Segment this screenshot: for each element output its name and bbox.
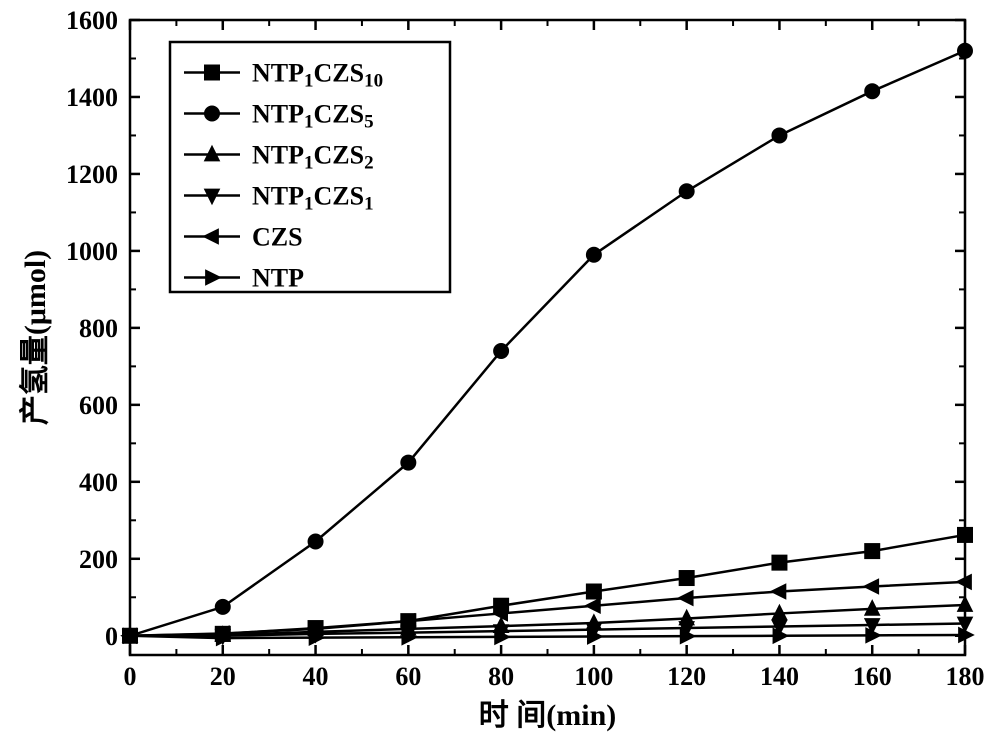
legend-label: NTP1CZS5 [252, 100, 374, 133]
legend-label: NTP1CZS1 [252, 182, 374, 215]
legend-label: CZS [252, 223, 303, 252]
x-tick-label: 0 [124, 662, 137, 691]
x-tick-label: 120 [667, 662, 706, 691]
data-marker [772, 555, 787, 570]
y-tick-label: 600 [79, 391, 118, 420]
x-axis-label: 时 间(min) [479, 699, 617, 732]
y-tick-label: 1000 [66, 237, 118, 266]
data-marker [679, 184, 694, 199]
y-axis-label: 产氢量(μmol) [19, 250, 52, 425]
y-tick-label: 1400 [66, 83, 118, 112]
data-marker [771, 584, 786, 599]
y-tick-label: 1600 [66, 6, 118, 35]
data-marker [678, 591, 693, 606]
x-tick-label: 140 [760, 662, 799, 691]
hydrogen-production-chart: 0 20 40 60 80 100 120 140 160 180 0 200 400 600 800 100… [0, 0, 1000, 747]
data-marker [215, 599, 230, 614]
data-marker [308, 534, 323, 549]
legend-label: NTP1CZS2 [252, 141, 374, 174]
data-marker [958, 527, 973, 542]
x-tick-label: 100 [574, 662, 613, 691]
data-marker [494, 343, 509, 358]
data-marker [679, 571, 694, 586]
series-line-NTP1CZS5 [130, 51, 965, 636]
data-marker [205, 65, 220, 80]
data-marker [586, 247, 601, 262]
data-marker [864, 579, 879, 594]
data-marker [586, 584, 601, 599]
y-tick-label: 800 [79, 314, 118, 343]
legend: NTP1CZS10 NTP1CZS5 NTP1CZS2 NTP1CZS1 CZS NTP [170, 42, 450, 293]
legend-label: NTP [252, 264, 304, 293]
data-marker [865, 84, 880, 99]
data-marker [206, 270, 221, 285]
data-marker [958, 596, 973, 611]
data-marker [772, 128, 787, 143]
series-line-CZS [130, 582, 965, 636]
data-marker [205, 106, 220, 121]
x-tick-label: 60 [395, 662, 421, 691]
legend-label: NTP1CZS10 [252, 59, 383, 92]
data-marker [865, 544, 880, 559]
data-marker [203, 229, 218, 244]
x-tick-label: 180 [946, 662, 985, 691]
y-tick-label: 400 [79, 468, 118, 497]
x-tick-label: 20 [210, 662, 236, 691]
y-tick-label: 200 [79, 545, 118, 574]
x-tick-label: 160 [853, 662, 892, 691]
data-marker [401, 455, 416, 470]
x-tick-label: 80 [488, 662, 514, 691]
y-tick-label: 0 [105, 622, 118, 651]
data-marker [958, 43, 973, 58]
x-tick-label: 40 [303, 662, 329, 691]
y-tick-label: 1200 [66, 160, 118, 189]
data-marker [585, 598, 600, 613]
